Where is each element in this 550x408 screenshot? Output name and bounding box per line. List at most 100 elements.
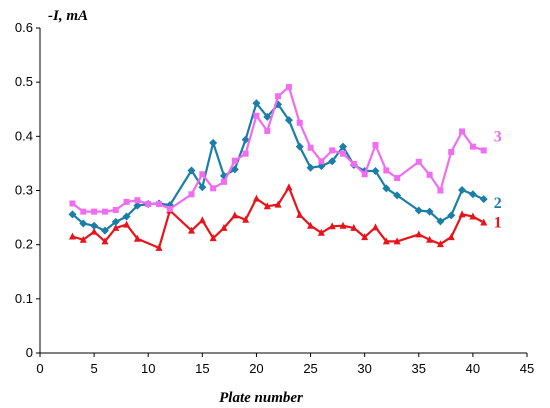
- data-point-3: [69, 200, 76, 207]
- x-tick-label: 30: [357, 361, 371, 376]
- data-point-3: [318, 158, 325, 165]
- x-tick-label: 40: [466, 361, 480, 376]
- data-point-1: [307, 221, 315, 229]
- data-point-3: [372, 142, 379, 148]
- data-point-1: [285, 183, 293, 191]
- data-point-1: [426, 235, 434, 243]
- data-point-2: [447, 211, 456, 220]
- data-point-1: [436, 240, 444, 248]
- data-point-3: [220, 178, 227, 185]
- data-point-3: [145, 201, 152, 208]
- data-point-2: [187, 166, 196, 175]
- x-tick-label: 15: [195, 361, 209, 376]
- data-point-2: [414, 206, 423, 215]
- data-point-3: [199, 171, 206, 178]
- data-point-3: [296, 119, 303, 126]
- y-tick-label: 0.6: [15, 20, 33, 35]
- data-point-2: [252, 99, 261, 108]
- data-point-2: [371, 167, 380, 175]
- y-tick-label: 0.4: [15, 128, 33, 143]
- data-point-2: [458, 185, 467, 194]
- data-point-2: [122, 212, 131, 221]
- data-point-1: [242, 215, 250, 223]
- data-point-3: [415, 158, 422, 165]
- x-tick-label: 20: [249, 361, 263, 376]
- x-tick-label: 25: [303, 361, 317, 376]
- data-point-3: [156, 201, 163, 208]
- x-tick-label: 0: [36, 361, 43, 376]
- data-point-2: [328, 157, 337, 166]
- data-point-3: [112, 207, 119, 213]
- data-point-3: [123, 198, 130, 205]
- data-point-1: [317, 228, 325, 236]
- data-point-1: [328, 222, 336, 230]
- data-point-2: [230, 165, 239, 174]
- data-point-3: [188, 191, 195, 198]
- data-point-1: [480, 218, 488, 226]
- data-point-2: [425, 207, 434, 216]
- y-tick-label: 0.5: [15, 74, 33, 89]
- data-point-3: [448, 149, 455, 156]
- data-point-2: [79, 219, 88, 228]
- data-point-2: [468, 190, 477, 199]
- data-point-1: [68, 232, 76, 240]
- data-point-1: [371, 223, 379, 231]
- data-point-2: [241, 135, 250, 144]
- data-point-3: [329, 147, 336, 154]
- y-tick-label: 0.1: [15, 291, 33, 306]
- data-point-3: [459, 128, 466, 135]
- x-tick-label: 5: [90, 361, 97, 376]
- data-point-3: [394, 175, 401, 182]
- y-ticks: 0 0.1 0.2 0.3 0.4 0.5 0.6: [15, 20, 40, 360]
- data-point-3: [361, 171, 368, 178]
- y-tick-label: 0.3: [15, 183, 33, 198]
- data-point-1: [198, 216, 206, 224]
- y-tick-label: 0: [26, 345, 33, 360]
- data-point-1: [263, 202, 271, 210]
- data-point-1: [350, 223, 358, 231]
- data-point-1: [123, 220, 131, 228]
- data-point-2: [284, 116, 293, 125]
- data-point-3: [253, 112, 260, 119]
- data-point-1: [209, 234, 217, 242]
- y-axis-title: -I, mA: [48, 8, 88, 24]
- data-point-1: [220, 223, 228, 231]
- data-point-1: [393, 237, 401, 245]
- data-point-1: [447, 233, 455, 241]
- data-point-3: [264, 127, 271, 134]
- data-point-3: [383, 167, 390, 174]
- data-point-2: [339, 142, 348, 151]
- plot-area: 0 0.1 0.2 0.3 0.4 0.5 0.6 0 5 10 15 20 25 30 35 40 45 1…: [15, 20, 534, 376]
- data-point-2: [306, 163, 315, 172]
- series-1: 1: [68, 183, 502, 251]
- data-point-2: [209, 138, 218, 147]
- y-tick-label: 0.2: [15, 237, 33, 252]
- data-point-1: [415, 230, 423, 238]
- series-label-2: 2: [494, 195, 502, 212]
- series-layer: 1 2 3: [68, 84, 502, 251]
- data-point-2: [479, 195, 488, 204]
- data-point-3: [340, 150, 347, 157]
- data-point-2: [111, 217, 120, 226]
- data-point-3: [166, 205, 173, 212]
- data-point-2: [100, 226, 109, 235]
- x-tick-label: 10: [141, 361, 155, 376]
- data-point-1: [382, 237, 390, 245]
- series-label-1: 1: [494, 214, 502, 231]
- data-point-3: [480, 147, 487, 154]
- data-point-3: [242, 150, 249, 157]
- data-point-2: [133, 201, 142, 210]
- data-point-1: [339, 221, 347, 229]
- data-point-1: [274, 200, 282, 208]
- series-3: 3: [69, 84, 502, 215]
- data-point-1: [361, 233, 369, 241]
- data-point-2: [393, 191, 402, 200]
- x-ticks: 0 5 10 15 20 25 30 35 40 45: [36, 353, 534, 376]
- data-point-1: [90, 227, 98, 235]
- data-point-3: [469, 143, 476, 150]
- data-point-3: [134, 197, 141, 204]
- series-line-1: [72, 186, 485, 249]
- data-point-2: [382, 184, 391, 193]
- data-point-1: [79, 235, 87, 243]
- data-point-2: [90, 221, 99, 230]
